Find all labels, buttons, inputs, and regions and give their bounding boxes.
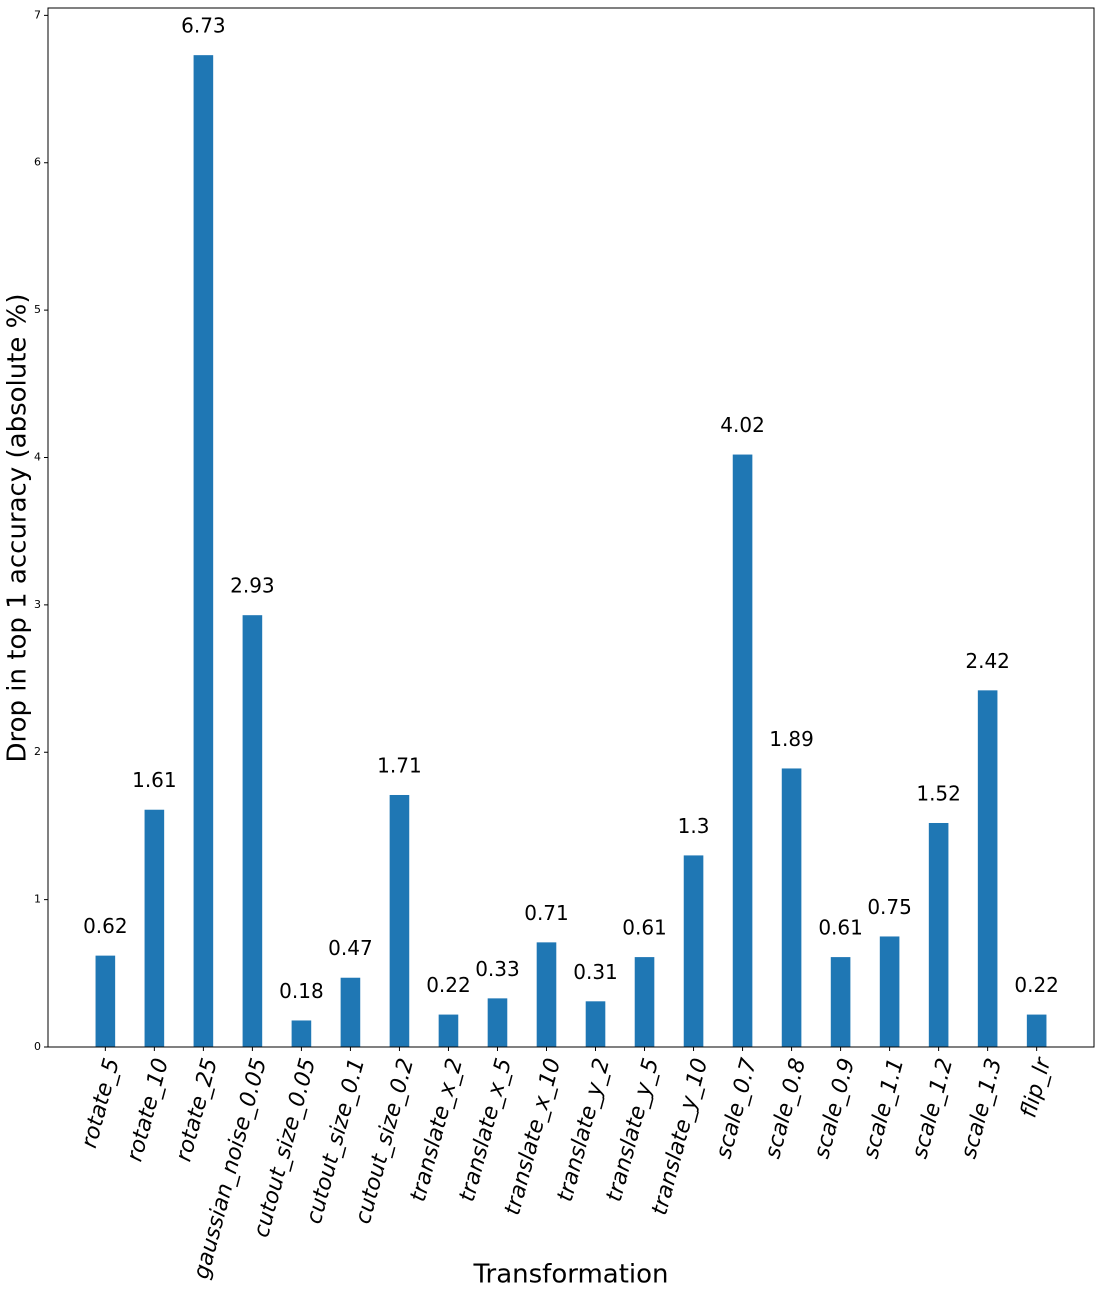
bar: [977, 690, 998, 1047]
value-label: 1.71: [377, 753, 422, 777]
bar: [242, 615, 263, 1047]
value-label: 0.75: [867, 895, 912, 919]
value-label: 0.22: [426, 973, 471, 997]
value-label: 1.61: [132, 768, 177, 792]
value-label: 2.42: [965, 649, 1010, 673]
value-label: 0.33: [475, 957, 520, 981]
bar: [634, 957, 655, 1047]
bar: [732, 454, 753, 1047]
value-label: 1.3: [678, 814, 710, 838]
y-tick-label: 7: [34, 8, 41, 21]
y-axis-label: Drop in top 1 accuracy (absolute %): [3, 293, 33, 762]
value-label: 0.61: [818, 916, 863, 940]
bar: [291, 1020, 312, 1047]
y-tick-label: 2: [34, 745, 41, 758]
bar: [389, 794, 410, 1047]
value-label: 2.93: [230, 574, 275, 598]
bar: [144, 809, 165, 1047]
bar: [585, 1001, 606, 1047]
value-label: 0.61: [622, 916, 667, 940]
value-label: 1.89: [769, 727, 814, 751]
y-tick-label: 3: [34, 598, 41, 611]
value-label: 1.52: [916, 781, 961, 805]
y-tick-label: 6: [34, 156, 41, 169]
bar: [438, 1014, 459, 1047]
value-label: 0.62: [83, 914, 128, 938]
bar: [683, 855, 704, 1047]
value-label: 0.47: [328, 936, 373, 960]
bar: [193, 55, 214, 1048]
y-tick-label: 1: [34, 893, 41, 906]
value-label: 6.73: [181, 14, 226, 38]
value-label: 0.18: [279, 979, 324, 1003]
y-tick-label: 5: [34, 303, 41, 316]
bar: [487, 998, 508, 1047]
plot-frame: [47, 7, 1095, 1048]
bar: [781, 768, 802, 1047]
y-tick-label: 0: [34, 1040, 41, 1053]
x-axis-label: Transformation: [472, 1260, 668, 1290]
value-label: 0.22: [1014, 973, 1059, 997]
bar: [340, 977, 361, 1047]
bar: [830, 957, 851, 1047]
value-label: 0.31: [573, 960, 618, 984]
value-label: 0.71: [524, 901, 569, 925]
bar: [536, 942, 557, 1047]
bar: [95, 955, 116, 1047]
y-tick-label: 4: [34, 450, 41, 463]
bar: [928, 822, 949, 1047]
bar: [879, 936, 900, 1047]
bar: [1026, 1014, 1047, 1047]
value-label: 4.02: [720, 413, 765, 437]
